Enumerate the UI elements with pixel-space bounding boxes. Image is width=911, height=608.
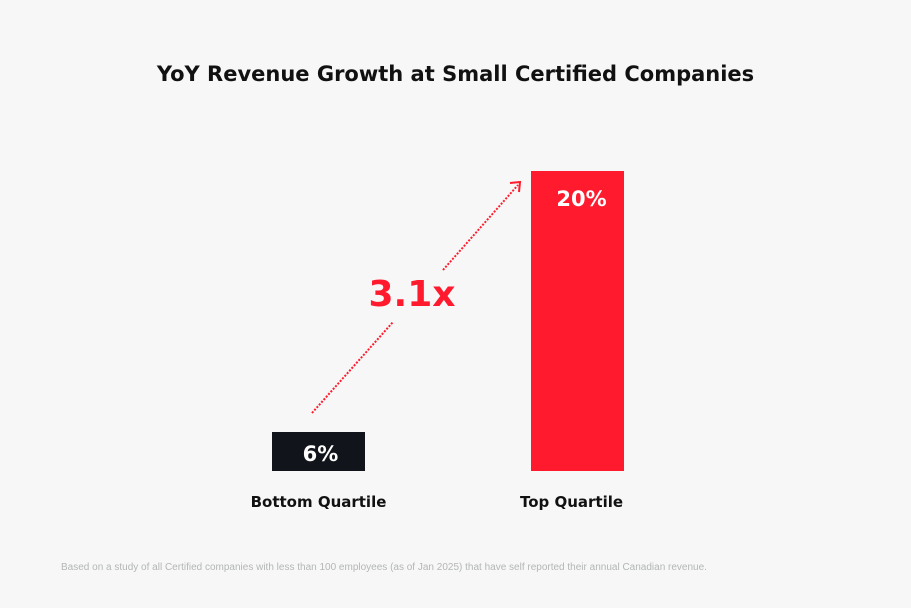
growth-arrow-upper <box>442 184 519 271</box>
chart-title: YoY Revenue Growth at Small Certified Co… <box>156 62 755 86</box>
bar-0 <box>272 432 365 471</box>
growth-multiplier-label: 3.1x <box>369 274 456 315</box>
footnote: Based on a study of all Certified compan… <box>61 562 707 573</box>
category-label: Top Quartile <box>520 493 623 511</box>
growth-arrow-lower <box>311 321 394 414</box>
data-label: 6% <box>303 442 339 466</box>
arrow-head-icon <box>509 180 522 193</box>
data-label: 20% <box>556 187 606 211</box>
bar-1 <box>531 171 624 471</box>
category-label: Bottom Quartile <box>251 493 387 511</box>
